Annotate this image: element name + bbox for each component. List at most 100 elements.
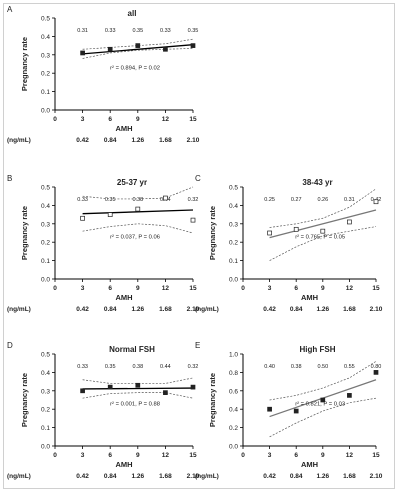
- x-axis-label: AMH: [115, 124, 132, 133]
- panel-title: 25-37 yr: [117, 178, 147, 187]
- data-label: 0.33: [77, 197, 88, 203]
- panel-letter: C: [195, 174, 201, 183]
- x-tick-label: 15: [372, 285, 380, 292]
- x-tick-label: 0: [53, 452, 57, 459]
- r-squared: r² = 0.037,: [110, 235, 138, 241]
- x-tick-label: 6: [108, 285, 112, 292]
- y-tick-label: 0.4: [41, 34, 50, 41]
- x-tick-label: 3: [81, 452, 85, 459]
- ci-upper-line: [82, 186, 194, 200]
- panel-title: High FSH: [300, 345, 336, 354]
- unit-label: (ng/mL): [7, 473, 31, 480]
- y-tick-label: 0.2: [41, 407, 50, 414]
- data-point: [107, 212, 113, 217]
- data-point: [107, 46, 113, 52]
- x-axis-label: AMH: [115, 460, 132, 469]
- y-tick-label: 0.8: [229, 370, 238, 377]
- data-point: [107, 384, 113, 390]
- data-point: [267, 230, 272, 236]
- data-label: 0.35: [188, 28, 199, 34]
- conc-label: 0.84: [290, 473, 303, 480]
- data-point: [190, 43, 196, 48]
- y-tick-label: 0.4: [41, 203, 50, 210]
- x-tick-label: 12: [162, 116, 170, 123]
- x-tick-label: 0: [53, 285, 57, 292]
- panel-letter: B: [7, 174, 12, 183]
- panel-letter: D: [7, 341, 13, 350]
- r-squared: r² = 0.765,: [295, 235, 323, 241]
- x-tick-label: 9: [136, 452, 140, 459]
- panel-letter: E: [195, 341, 200, 350]
- data-point: [80, 50, 85, 56]
- data-point: [320, 397, 326, 403]
- data-point: [373, 199, 379, 205]
- unit-label: (ng/mL): [195, 473, 219, 480]
- r-squared: r² = 0.894,: [110, 66, 138, 72]
- y-tick-label: 0.0: [41, 444, 50, 451]
- x-tick-label: 15: [372, 452, 380, 459]
- stat-text: r² = 0.821, P = 0.03: [295, 402, 345, 408]
- conc-label: 2.10: [187, 137, 200, 144]
- y-tick-label: 0.0: [41, 108, 50, 115]
- ci-upper-line: [269, 361, 377, 401]
- y-tick-label: 0.0: [229, 444, 238, 451]
- stat-text: r² = 0.001, P = 0.88: [110, 402, 160, 408]
- conc-label: 1.68: [343, 473, 356, 480]
- panel-e: E High FSH 0.0 0.2 0.4 0.6 0.8 1.0 Pregnancy rat…: [195, 341, 383, 480]
- x-tick-label: 15: [189, 116, 197, 123]
- y-tick-label: 0.3: [41, 52, 50, 59]
- y-tick-label: 0.2: [41, 240, 50, 247]
- data-label: 0.31: [344, 197, 355, 203]
- r-squared: r² = 0.001,: [110, 402, 138, 408]
- x-tick-label: 9: [321, 452, 325, 459]
- regression-line: [82, 44, 194, 55]
- conc-label: 1.26: [131, 137, 144, 144]
- conc-label: 0.42: [76, 306, 89, 313]
- x-tick-label: 3: [81, 116, 85, 123]
- data-label: 0.35: [105, 197, 116, 203]
- data-point: [293, 408, 299, 414]
- conc-label: 0.84: [104, 306, 117, 313]
- ci-upper-line: [269, 188, 377, 228]
- y-tick-label: 0.2: [229, 425, 238, 432]
- unit-label: (ng/mL): [7, 306, 31, 313]
- data-label: 0.40: [264, 364, 275, 370]
- data-point: [163, 46, 168, 52]
- data-point: [135, 382, 141, 388]
- data-label: 0.31: [77, 28, 88, 34]
- regression-line: [82, 209, 194, 215]
- y-tick-label: 0.6: [229, 388, 238, 395]
- data-point: [135, 43, 141, 48]
- conc-label: 1.68: [159, 473, 172, 480]
- conc-label: 1.68: [159, 137, 172, 144]
- p-value: P = 0.88: [138, 402, 160, 408]
- x-tick-label: 3: [268, 285, 272, 292]
- x-tick-label: 12: [162, 452, 170, 459]
- conc-label: 1.26: [131, 306, 144, 313]
- x-tick-label: 12: [346, 452, 354, 459]
- data-point: [320, 228, 326, 234]
- conc-label: 0.42: [76, 137, 89, 144]
- data-label: 0.26: [317, 197, 328, 203]
- unit-label: (ng/mL): [195, 306, 219, 313]
- y-axis-label: Pregnancy rate: [20, 206, 29, 260]
- x-tick-label: 3: [268, 452, 272, 459]
- data-label: 0.35: [105, 364, 116, 370]
- data-label: 0.25: [264, 197, 275, 203]
- y-tick-label: 0.5: [41, 185, 50, 192]
- data-point: [190, 217, 196, 223]
- data-label: 0.50: [317, 364, 328, 370]
- x-tick-label: 6: [294, 285, 298, 292]
- y-tick-label: 0.5: [41, 352, 50, 359]
- y-tick-label: 0.5: [41, 16, 50, 23]
- data-label: 0.38: [132, 197, 143, 203]
- y-tick-label: 0.3: [229, 221, 238, 228]
- data-point: [163, 195, 168, 201]
- conc-label: 1.26: [131, 473, 144, 480]
- data-point: [267, 406, 272, 412]
- y-tick-label: 0.3: [41, 388, 50, 395]
- y-tick-label: 0.0: [229, 277, 238, 284]
- data-label: 0.44: [160, 364, 171, 370]
